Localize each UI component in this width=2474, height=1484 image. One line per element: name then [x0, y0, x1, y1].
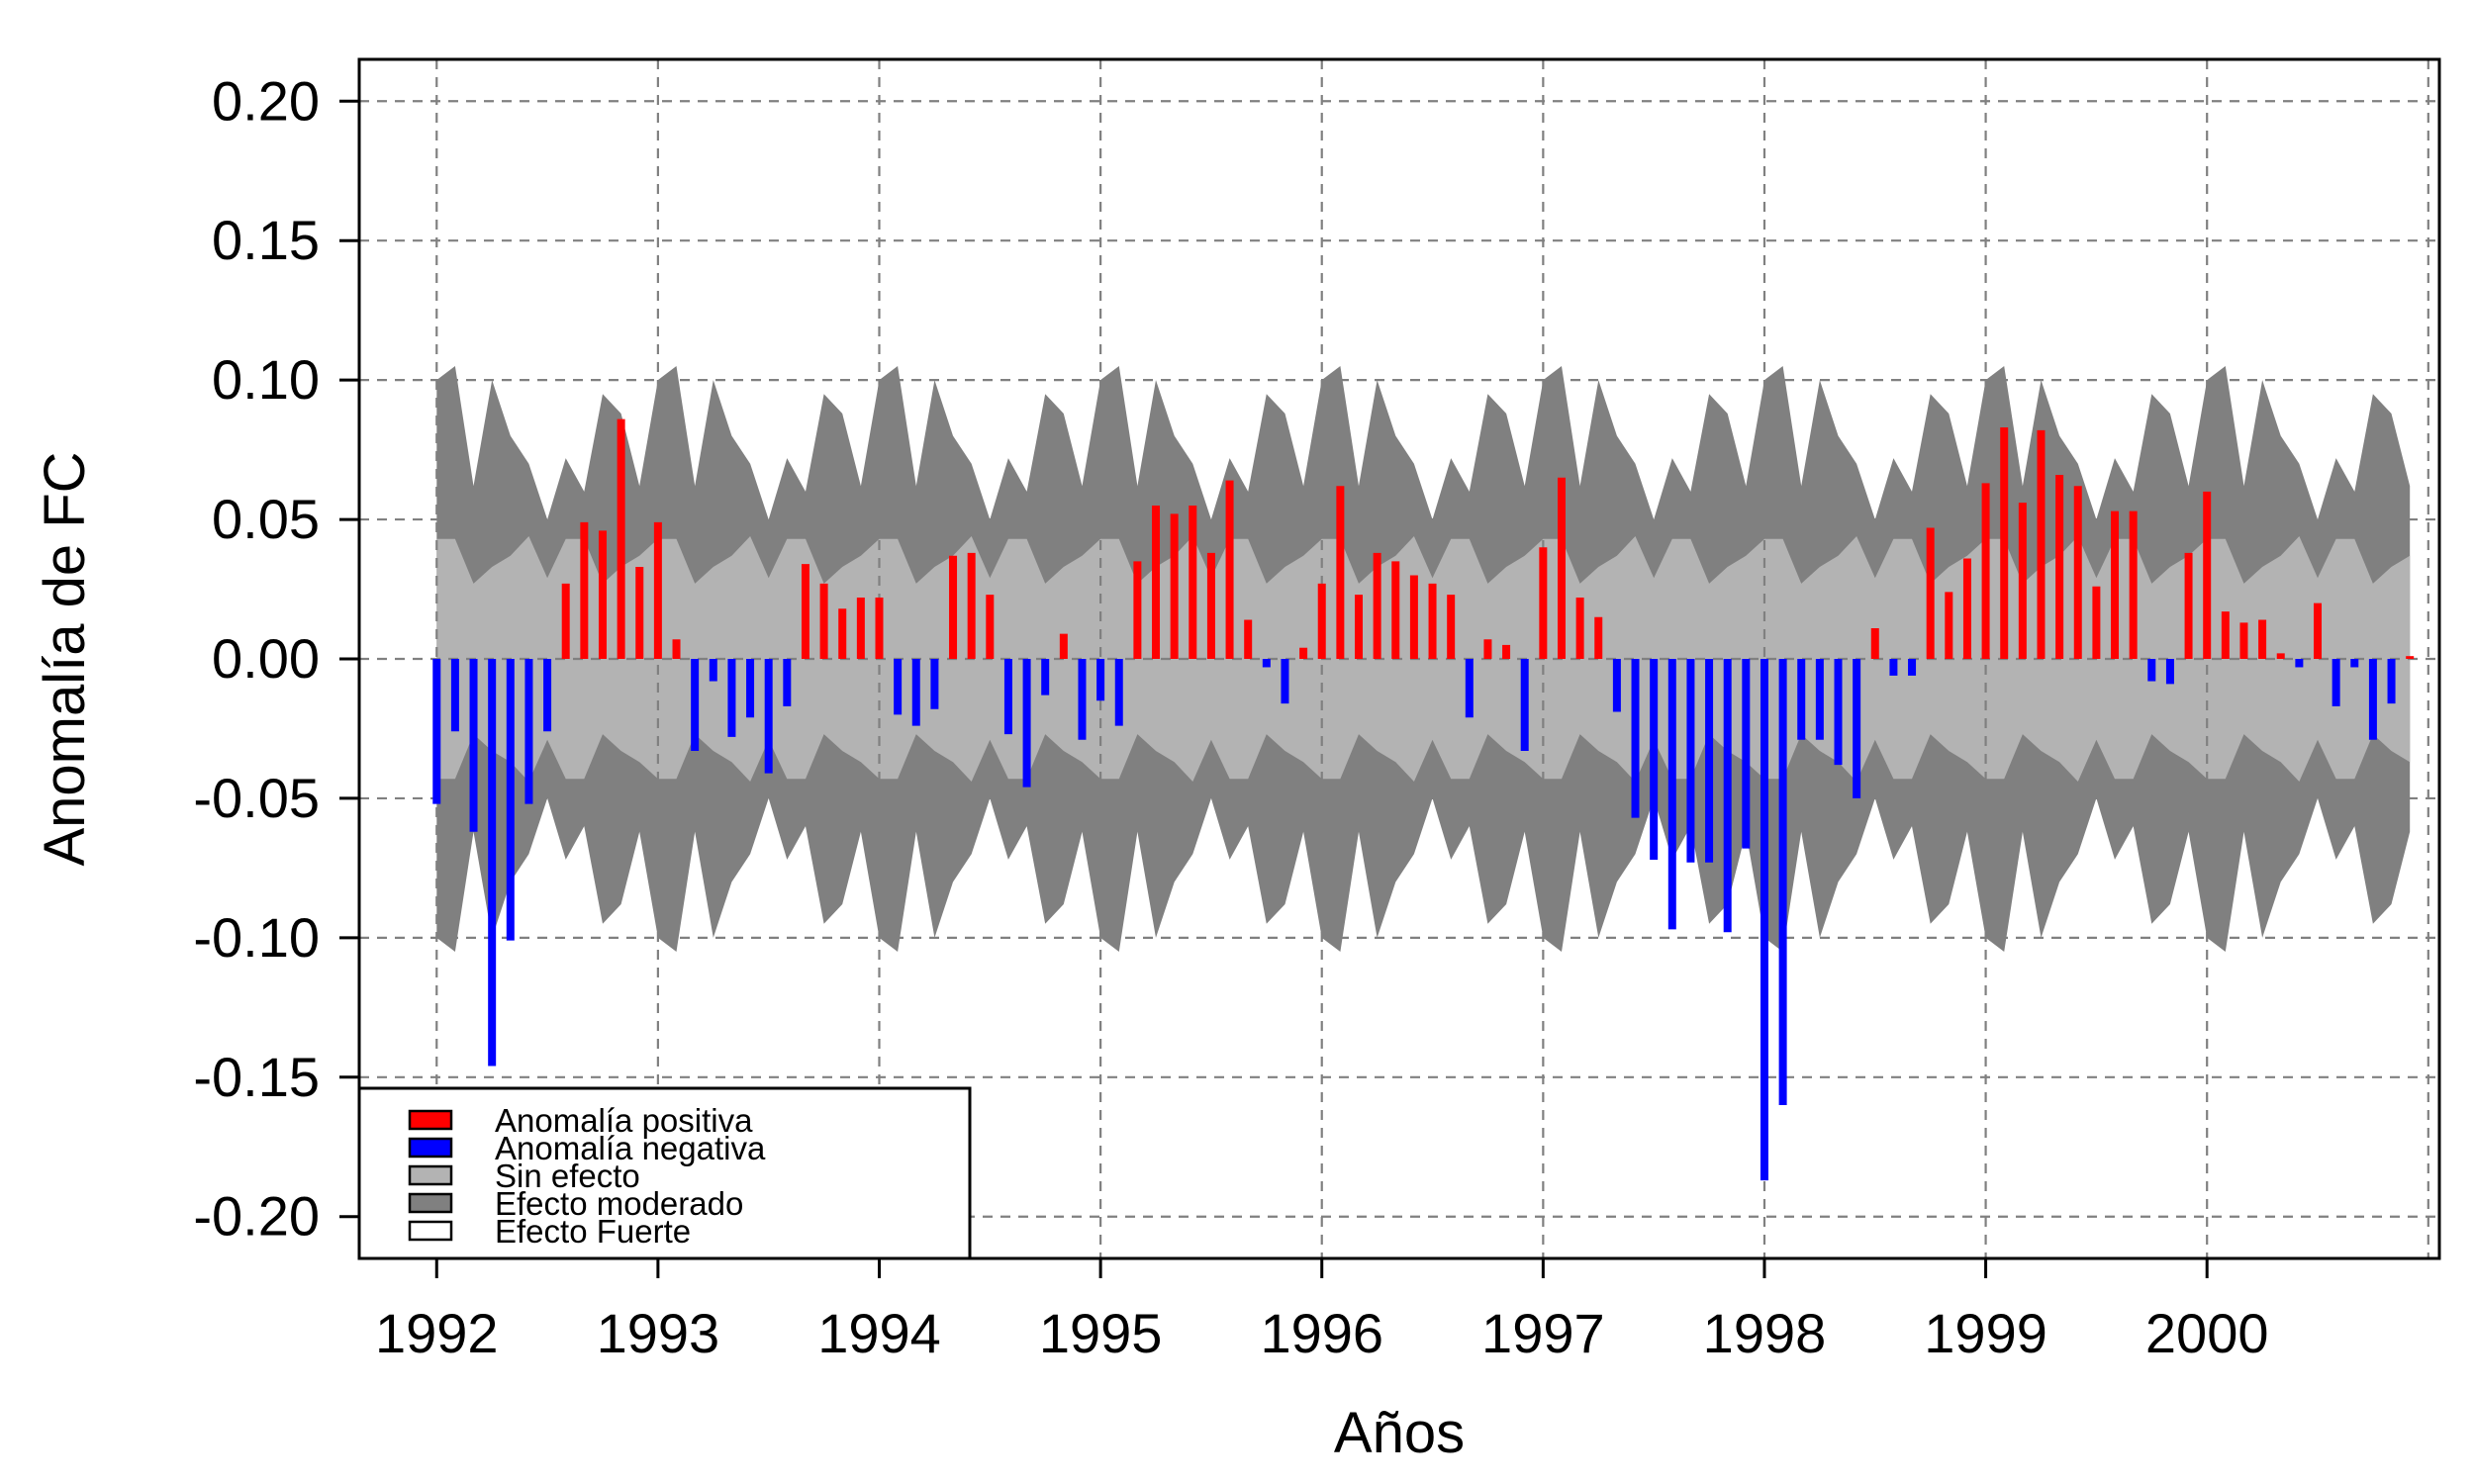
x-tick-label: 1993: [597, 1302, 720, 1364]
effect-bands: [436, 366, 2411, 952]
grid-lines: [359, 59, 2439, 1258]
legend-label: Anomalía negativa: [495, 1130, 766, 1166]
legend-swatch: [408, 1192, 453, 1214]
y-tick-label: 0.20: [212, 69, 320, 132]
y-tick-label: 0.15: [212, 209, 320, 271]
x-tick-label: 2000: [2145, 1302, 2269, 1364]
legend-swatch: [408, 1137, 453, 1159]
y-axis: -0.20 -0.15 -0.10 -0.05 0.00 0.05 0.10 0.15 0.20: [193, 69, 359, 1248]
legend-box: [357, 1086, 972, 1260]
x-tick-label: 1992: [375, 1302, 499, 1364]
legend-label: Anomalía positiva: [495, 1102, 753, 1139]
y-tick-label: -0.20: [193, 1185, 320, 1248]
x-tick-label: 1999: [1924, 1302, 2047, 1364]
x-axis: 1992 1993 1994 1995 1996 1997 1998 1999 2000: [375, 1258, 2269, 1364]
x-tick-label: 1996: [1260, 1302, 1383, 1364]
legend-swatch: [408, 1220, 453, 1242]
legend-label: Efecto Fuerte: [495, 1213, 691, 1250]
y-tick-label: 0.00: [212, 627, 320, 690]
x-axis-title: Años: [1334, 1401, 1465, 1465]
y-tick-label: -0.15: [193, 1046, 320, 1108]
x-tick-label: 1998: [1703, 1302, 1827, 1364]
legend-label: Sin efecto: [495, 1158, 640, 1194]
y-tick-label: -0.10: [193, 906, 320, 969]
x-tick-label: 1995: [1039, 1302, 1163, 1364]
anomaly-bars: [432, 418, 2415, 1181]
legend-swatch: [408, 1109, 453, 1131]
legend-label: Efecto moderado: [495, 1185, 743, 1222]
no-effect-band: [436, 536, 2411, 782]
y-axis-title: Anomalía de FC: [33, 451, 97, 866]
y-tick-label: 0.05: [212, 488, 320, 550]
x-tick-label: 1994: [817, 1302, 941, 1364]
y-tick-label: 0.10: [212, 348, 320, 411]
y-tick-label: -0.05: [193, 767, 320, 829]
legend-swatch: [408, 1164, 453, 1186]
x-tick-label: 1997: [1481, 1302, 1605, 1364]
